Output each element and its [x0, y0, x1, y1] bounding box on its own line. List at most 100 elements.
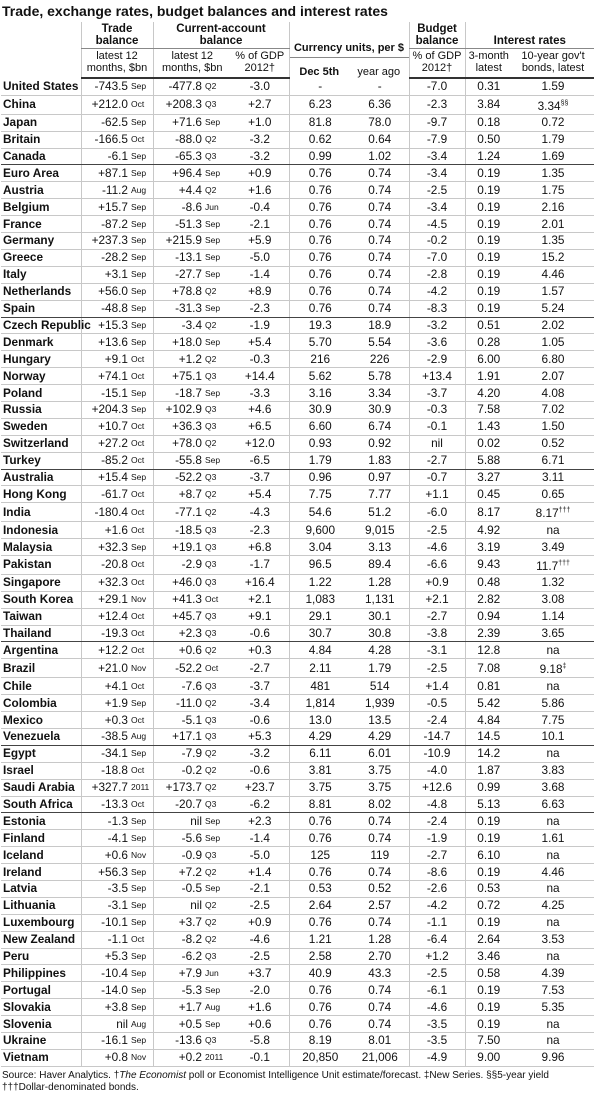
ca-gdp: -4.6: [231, 931, 289, 949]
current-account: +173.7: [152, 779, 203, 797]
period: Sep: [129, 998, 153, 1017]
ca-gdp: -5.0: [231, 249, 289, 267]
current-account: -7.6: [152, 677, 203, 696]
currency-now: 96.5: [288, 555, 351, 575]
table-row: Euro Area +87.1 Sep +96.4 Sep +0.9 0.76 0.74 -3.…: [1, 164, 595, 183]
period: Sep: [203, 266, 231, 284]
period: Oct: [129, 762, 153, 780]
ca-gdp: +3.7: [231, 964, 289, 983]
period: Q3: [203, 625, 231, 643]
country: Saudi Arabia: [1, 779, 81, 797]
period: Oct: [129, 350, 153, 369]
budget-balance: -14.7: [408, 728, 465, 746]
current-account: -18.5: [152, 521, 203, 540]
period: Oct: [129, 625, 153, 643]
currency-year-ago: 7.77: [351, 485, 409, 504]
currency-year-ago: 8.02: [351, 796, 409, 814]
budget-balance: -2.3: [408, 95, 465, 115]
table-row: Israel -18.8 Oct -0.2 Q2 -0.6 3.81 3.75 -4.0 1.87…: [1, 762, 595, 780]
currency-year-ago: 1.28: [351, 574, 409, 592]
currency-now: 216: [288, 350, 351, 369]
current-account: +208.3: [152, 95, 203, 115]
current-account: +1.2: [152, 350, 203, 369]
rate-3-month: 1.91: [464, 367, 512, 386]
rate-10-year: 1.50: [512, 418, 595, 436]
rate-10-year: 4.25: [512, 897, 595, 915]
ca-gdp: -2.3: [231, 521, 289, 540]
currency-now: 5.70: [288, 333, 351, 352]
header: Trade balance: [80, 22, 153, 49]
rate-3-month: 8.17: [464, 502, 512, 523]
currency-now: 0.62: [288, 131, 351, 149]
period: Q3: [203, 521, 231, 540]
country: Austria: [1, 181, 81, 200]
currency-year-ago: 0.97: [351, 469, 409, 487]
current-account: +17.1: [152, 728, 203, 746]
ca-gdp: -1.4: [231, 266, 289, 284]
period: Q2: [203, 694, 231, 713]
period: Q2: [203, 931, 231, 949]
period: Sep: [203, 249, 231, 267]
table-row: Australia +15.4 Sep -52.2 Q3 -3.7 0.96 0.97 -0.7…: [1, 469, 595, 487]
budget-balance: -3.5: [408, 1015, 465, 1033]
trade-balance: -16.1: [80, 1032, 129, 1050]
currency-now: 1,083: [288, 591, 351, 609]
budget-balance: +13.4: [408, 367, 465, 386]
ca-gdp: -3.4: [231, 694, 289, 713]
period: Q3: [203, 574, 231, 592]
trade-balance: -1.3: [80, 812, 129, 831]
trade-balance: +204.3: [80, 401, 129, 419]
period: Q2: [203, 779, 231, 797]
trade-balance: +21.0: [80, 658, 129, 679]
table-row: Hungary +9.1 Oct +1.2 Q2 -0.3 216 226 -2.9 6.00 6.…: [1, 350, 595, 369]
table-row: Austria -11.2 Aug +4.4 Q2 +1.6 0.76 0.74 -2.5 0.1…: [1, 181, 595, 200]
currency-now: 6.23: [288, 95, 351, 115]
period: 2011: [129, 779, 153, 797]
currency-year-ago: 2.57: [351, 897, 409, 915]
currency-now: 40.9: [288, 964, 351, 983]
period: Q2: [203, 435, 231, 453]
country: Greece: [1, 249, 81, 267]
period: Q2: [203, 350, 231, 369]
currency-now: 81.8: [288, 114, 351, 132]
rate-10-year: 10.1: [512, 728, 595, 746]
current-account: -31.3: [152, 300, 203, 318]
period: Q2: [203, 897, 231, 915]
country: Hong Kong: [1, 485, 81, 504]
period: Sep: [129, 401, 153, 419]
currency-year-ago: 3.34: [351, 384, 409, 402]
rate-3-month: 0.02: [464, 435, 512, 453]
current-account: -77.1: [152, 502, 203, 523]
rate-3-month: 2.39: [464, 625, 512, 643]
table-row: Thailand -19.3 Oct +2.3 Q3 -0.6 30.7 30.8 -3.8 2.…: [1, 625, 595, 643]
period: Sep: [129, 829, 153, 848]
budget-balance: +1.4: [408, 677, 465, 696]
country: New Zealand: [1, 931, 81, 949]
rate-10-year: 7.53: [512, 981, 595, 1000]
currency-now: 1.22: [288, 574, 351, 592]
current-account: +46.0: [152, 574, 203, 592]
currency-now: 2.11: [288, 658, 351, 679]
ca-gdp: -5.8: [231, 1032, 289, 1050]
budget-balance: -2.7: [408, 452, 465, 470]
ca-gdp: -4.3: [231, 502, 289, 523]
rate-3-month: 7.50: [464, 1032, 512, 1050]
trade-balance: +0.6: [80, 846, 129, 865]
country: Chile: [1, 677, 81, 696]
header: 3-month latest: [464, 48, 512, 79]
currency-now: -: [288, 78, 351, 96]
country: Canada: [1, 148, 81, 166]
trade-balance: -15.1: [80, 384, 129, 402]
rate-10-year: 7.02: [512, 401, 595, 419]
currency-year-ago: 1,131: [351, 591, 409, 609]
currency-now: 0.76: [288, 300, 351, 318]
ca-gdp: -3.7: [231, 469, 289, 487]
currency-now: 3.04: [288, 538, 351, 556]
header: 10-year gov't bonds, latest: [512, 48, 595, 79]
ca-gdp: -2.5: [231, 948, 289, 966]
ca-gdp: +6.5: [231, 418, 289, 436]
period: Sep: [129, 198, 153, 217]
country: Italy: [1, 266, 81, 284]
trade-balance: -34.1: [80, 745, 129, 763]
rate-3-month: 4.84: [464, 711, 512, 729]
